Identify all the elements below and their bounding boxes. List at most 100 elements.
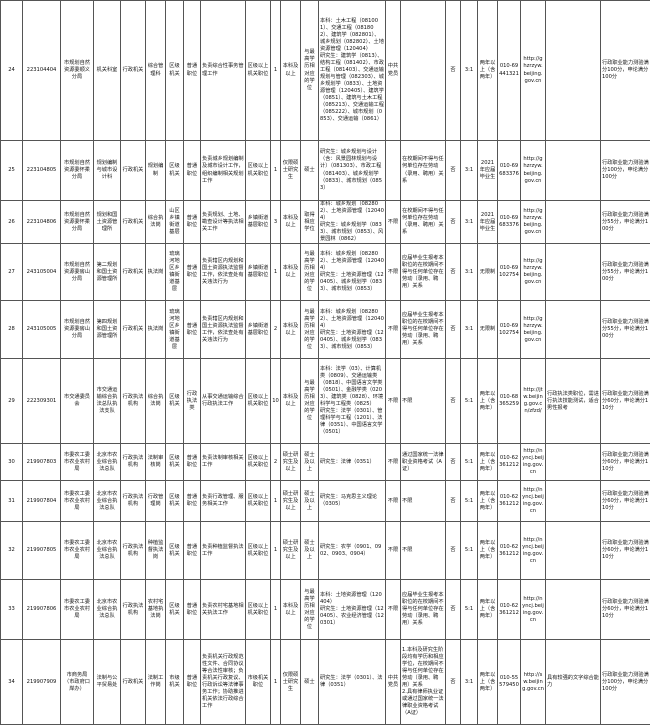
table-cell: 010-62361212: [497, 443, 521, 482]
table-cell: [545, 521, 601, 581]
table-cell: http://nyncj.beijing.gov.cn: [520, 443, 546, 482]
table-row: 26 223104806 市规划自然资源委怀柔分局 规划和国土资源管理所 行政机关 综合执…: [0, 199, 650, 245]
table-cell: 219907909: [22, 639, 61, 725]
table-cell: [545, 443, 601, 482]
table-cell: 行政执法机构: [120, 358, 146, 445]
table-cell: 本科：城乡规划（082802）、土地资源管理（120404） 研究生：土地资源管…: [318, 300, 386, 360]
table-cell: 综合管理科: [145, 0, 166, 141]
table-cell: 规划编制与城市设计科: [93, 140, 121, 201]
table-cell: [545, 0, 601, 141]
table-cell: 222309301: [22, 358, 61, 445]
table-cell: 法制与公平贸易处: [93, 639, 121, 725]
table-cell: 硕士: [300, 639, 319, 725]
table-cell: 乡镇街道基层职位: [245, 199, 271, 245]
table-cell: 不限: [385, 199, 401, 245]
table-cell: 223104805: [22, 140, 61, 201]
table-cell: 具有较强的文字综合能力: [545, 639, 601, 725]
table-cell: 普通职位: [183, 480, 201, 523]
table-cell: [385, 140, 401, 201]
table-cell: 3:1: [460, 243, 478, 302]
table-cell: 与最高学历相对应的学位: [300, 300, 319, 360]
table-cell: 本科及以上: [280, 0, 301, 141]
table-cell: 应届毕业生报考本职位的在校期间不得与任何单位存在劳动（录用、聘用）关系: [400, 300, 446, 360]
table-cell: 普通职位: [183, 443, 201, 482]
table-cell: 5:1: [460, 480, 478, 523]
table-cell: 3:1: [460, 140, 478, 201]
table-cell: 研究生：农学（0901、0902、0903、0904）: [318, 521, 386, 581]
table-cell: 市交通运输综合执法总队执法支队: [93, 358, 121, 445]
table-cell: 本科及以上: [280, 358, 301, 445]
table-cell: 区级以上机关职位: [245, 480, 271, 523]
table-cell: 行政职业能力测验满分60分，申论满分110分: [600, 480, 650, 523]
table-cell: 负责行政管理、服务相关工作: [200, 480, 246, 523]
table-cell: 研究生：法学（0301）、法律（0351）: [318, 639, 386, 725]
table-cell: 否: [445, 480, 461, 523]
table-cell: 3:1: [460, 0, 478, 141]
table-cell: 25: [0, 140, 23, 201]
table-cell: 中共党员: [385, 0, 401, 141]
table-cell: http://jtw.beijing.gov.cn/zfzd/: [520, 358, 546, 445]
table-cell: 行政机关: [120, 0, 146, 141]
table-cell: 硕士及以上: [300, 521, 319, 581]
table-cell: 负责规划、土地、勘查设计等执法相关工作: [200, 199, 246, 245]
table-cell: 琉璃河地区乡镇街道基层: [165, 243, 184, 302]
table-cell: 否: [445, 443, 461, 482]
table-cell: 010-62361212: [497, 579, 521, 641]
table-cell: 不限: [400, 358, 446, 445]
table-cell: 两年以上（含两年）: [477, 521, 498, 581]
table-cell: 市委农工委市农业农村局: [60, 443, 94, 482]
table-cell: 行政职业能力测验满分100分，申论满分100分: [600, 140, 650, 201]
table-cell: 综合执法岗: [145, 358, 166, 445]
table-cell: 市规划自然资源委房山分局: [60, 243, 94, 302]
table-cell: 两年以上（含两年）: [477, 358, 498, 445]
table-cell: 两年以上（含两年）: [477, 639, 498, 725]
table-cell: 5:1: [460, 358, 478, 445]
table-cell: 负责城乡规划编制及城市设计工作，组织编制相关规划工作: [200, 140, 246, 201]
table-cell: http://nyncj.beijing.gov.cn: [520, 579, 546, 641]
table-cell: 行政管理岗: [145, 480, 166, 523]
table-row: 28 243105005 市规划自然资源委房山分局 第四规划和国土资源管理所 行政机关执…: [0, 300, 650, 360]
table-cell: 市规划自然资源委房山分局: [60, 300, 94, 360]
table-cell: 通过国家统一法律职业资格考试（A证）: [400, 443, 446, 482]
table-cell: 两年以上（含两年）: [477, 0, 498, 141]
table-cell: 5:1: [460, 443, 478, 482]
table-cell: [545, 243, 601, 302]
table-cell: http://ghzrzyw.beijing.gov.cn: [520, 199, 546, 245]
table-cell: 否: [445, 0, 461, 141]
table-cell: 普通职位: [183, 639, 201, 725]
table-cell: 本科及以上: [280, 243, 301, 302]
table-cell: 行政执法机构: [120, 480, 146, 523]
table-cell: 北京市农业综合执法总队: [93, 443, 121, 482]
table-cell: 不限: [385, 358, 401, 445]
table-cell: 应届毕业生报考本职位的在校期间不得与任何单位存在劳动（录用、聘用）关系: [400, 243, 446, 302]
table-cell: 普通职位: [183, 243, 201, 302]
table-cell: 普通职位: [183, 579, 201, 641]
table-cell: 2: [270, 443, 281, 482]
table-cell: 行政职业能力测验满分55分，申论满分100分: [600, 199, 650, 245]
table-cell: 不限: [385, 443, 401, 482]
table-cell: 本科及以上: [280, 579, 301, 641]
table-row: 29 222309301 市交通委员会 市交通运输综合执法总队执法支队 行政执法机构 综合…: [0, 358, 650, 445]
table-cell: http://ghzrzyw.beijing.gov.cn: [520, 0, 546, 141]
table-cell: 行政机关: [120, 300, 146, 360]
table-cell: 本科：土地资源管理（120404） 研究生：土地资源管理（120405）、农业经…: [318, 579, 386, 641]
table-cell: 2021年应届毕业生: [477, 140, 498, 201]
table-cell: 1: [270, 639, 281, 725]
table-cell: 010-69102754: [497, 300, 521, 360]
table-row: 33 219907806 市委农工委市农业农村局 北京市农业综合执法总队 行政执法机构农…: [0, 579, 650, 641]
table-cell: 5:1: [460, 579, 478, 641]
table-cell: 223104806: [22, 199, 61, 245]
table-cell: 取得相应学位: [300, 199, 319, 245]
table-cell: 010-69683376: [497, 140, 521, 201]
table-cell: 与最高学历相对应的学位: [300, 243, 319, 302]
table-cell: 27: [0, 243, 23, 302]
table-cell: 区级机关: [165, 521, 184, 581]
table-cell: 中共党员: [385, 639, 401, 725]
table-cell: 219907806: [22, 579, 61, 641]
table-cell: 执法岗: [145, 243, 166, 302]
table-cell: 硕士研究生及以上: [280, 443, 301, 482]
table-cell: 行政职业能力测验满分100分，申论满分100分: [600, 639, 650, 725]
table-cell: [545, 140, 601, 201]
table-cell: 10: [270, 358, 281, 445]
